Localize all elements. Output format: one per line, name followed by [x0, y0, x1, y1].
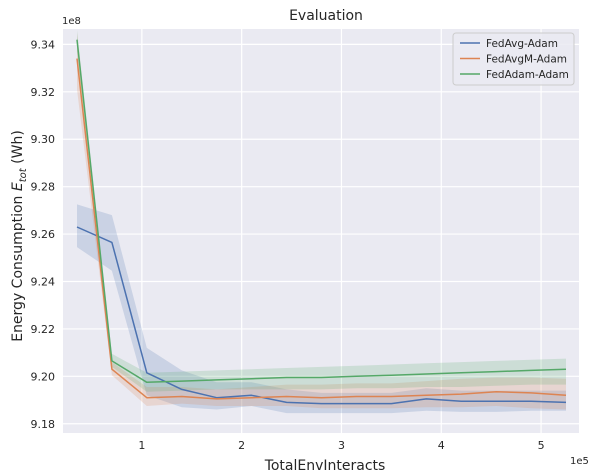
x-tick-label: 1 — [138, 439, 145, 452]
y-tick-label: 9.28 — [31, 181, 56, 194]
legend-label-1: FedAvgM-Adam — [486, 54, 567, 66]
y-axis-label-subscript: tot — [18, 167, 29, 182]
y-axis-label: Energy Consumption Etot (Wh) — [10, 130, 29, 342]
x-tick-label: 2 — [238, 439, 245, 452]
y-tick-label: 9.18 — [31, 418, 56, 431]
legend-frame — [452, 32, 575, 86]
y-axis-label-symbol: E — [10, 182, 26, 191]
y-tick-label: 9.24 — [31, 276, 56, 289]
x-tick-label: 3 — [338, 439, 345, 452]
y-axis-label-unit: (Wh) — [10, 130, 26, 168]
x-tick-label: 5 — [538, 439, 545, 452]
y-tick-label: 9.22 — [31, 323, 56, 336]
x-axis-label: TotalEnvInteracts — [264, 458, 386, 474]
y-tick-label: 9.20 — [31, 370, 56, 383]
series-line-0 — [76, 226, 567, 405]
y-tick-label: 9.30 — [31, 133, 56, 146]
series-line-2 — [76, 39, 567, 384]
y-tick-labels: 9.18 9.20 9.22 9.24 9.26 9.28 9.30 9.32 9.34 — [31, 38, 56, 430]
x-multiplier-label: 1e5 — [570, 456, 589, 467]
x-tick-label: 4 — [438, 439, 445, 452]
y-tick-label: 9.34 — [31, 38, 56, 51]
plot-background — [63, 29, 579, 433]
series-line-1 — [76, 58, 567, 400]
grid-lines — [63, 29, 579, 433]
y-tick-label: 9.26 — [31, 228, 56, 241]
y-axis-label-text: Energy Consumption — [10, 191, 26, 342]
y-tick-label: 9.32 — [31, 86, 56, 99]
chart-title: Evaluation — [289, 8, 363, 24]
legend-label-2: FedAdam-Adam — [486, 69, 569, 81]
y-multiplier-label: 1e8 — [62, 16, 81, 27]
legend: FedAvg-Adam FedAvgM-Adam FedAdam-Adam — [452, 32, 575, 86]
plot-area — [63, 29, 579, 433]
x-tick-labels: 1 2 3 4 5 — [138, 439, 544, 452]
series-lines — [76, 39, 567, 405]
legend-label-0: FedAvg-Adam — [486, 38, 558, 50]
